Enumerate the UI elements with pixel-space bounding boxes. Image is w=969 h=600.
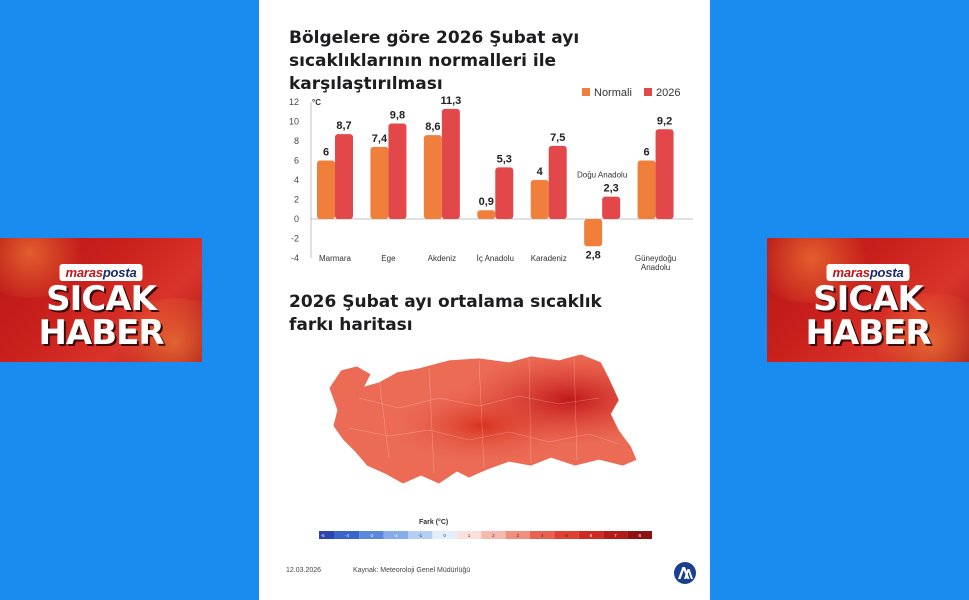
anadolu-agency-logo	[674, 562, 696, 584]
bar	[317, 160, 335, 219]
banner-word-sicak: SICAK	[46, 279, 157, 319]
scale-label: -5	[321, 533, 325, 538]
infographic-panel: Bölgelere göre 2026 Şubat ayı sıcaklıkla…	[259, 0, 710, 600]
scale-swatch	[481, 531, 506, 539]
data-label: 2,3	[603, 183, 618, 195]
y-unit-label: °C	[312, 98, 321, 107]
scale-label: -1	[418, 533, 422, 538]
bar	[335, 134, 353, 219]
scale-swatch	[554, 531, 579, 539]
category-label: İç Anadolu	[477, 254, 514, 263]
scale-swatch	[408, 531, 433, 539]
bar	[388, 123, 407, 219]
bar	[495, 167, 514, 219]
map-title-line2: farkı haritası	[289, 315, 413, 335]
scale-label: 8	[639, 533, 642, 538]
scale-label: 1	[468, 533, 471, 538]
footer-date: 12.03.2026	[286, 567, 322, 574]
scale-label: 7	[614, 533, 617, 538]
category-label: Karadeniz	[531, 254, 567, 263]
y-tick-label: 0	[294, 214, 299, 224]
chart-title-line1: Bölgelere göre 2026 Şubat ayı	[289, 28, 580, 48]
category-label: Ege	[381, 254, 396, 263]
data-label: 7,4	[372, 133, 388, 145]
scale-label: 2	[492, 533, 495, 538]
data-label: 0,9	[479, 196, 494, 208]
scale-swatch	[334, 531, 360, 539]
bar	[584, 219, 603, 247]
scale-label: -4	[345, 533, 349, 538]
bar-chart: 12 10 8 6 4 2 0 -2 -4 °C Normali 2026 6 8,7 Marmara 7,4…	[289, 87, 693, 272]
scale-swatch	[432, 531, 457, 539]
scale-label: -2	[394, 533, 398, 538]
data-label: 6	[644, 147, 650, 159]
data-label: 2,8	[585, 249, 600, 261]
scale-swatch	[578, 531, 604, 539]
left-banner: marasposta SICAK HABER	[0, 238, 202, 362]
bar	[602, 196, 621, 219]
data-label: 5,3	[497, 153, 512, 165]
banner-word-haber: HABER	[38, 313, 164, 353]
legend-swatch	[644, 88, 652, 96]
brand-logo: marasposta	[59, 264, 143, 281]
data-label: 6	[323, 147, 329, 159]
scale-swatch	[505, 531, 530, 539]
data-label: 9,2	[657, 115, 672, 127]
y-tick-label: -2	[291, 234, 299, 244]
legend-swatch	[582, 88, 590, 96]
bar	[530, 180, 549, 219]
y-tick-label: -4	[291, 253, 299, 263]
category-label: Doğu Anadolu	[577, 171, 627, 180]
y-tick-label: 2	[294, 195, 299, 205]
data-label: 9,8	[390, 109, 405, 121]
scale-swatch	[319, 531, 335, 539]
scale-label: 5	[565, 533, 568, 538]
y-tick-label: 8	[294, 136, 299, 146]
bar	[548, 145, 567, 219]
scale-label: 4	[541, 533, 544, 538]
legend-label: 2026	[656, 87, 680, 99]
bar	[441, 108, 460, 219]
y-tick-label: 4	[294, 175, 299, 185]
data-label: 4	[537, 166, 544, 178]
data-label: 11,3	[440, 95, 461, 107]
scale-label: 6	[590, 533, 593, 538]
data-label: 7,5	[550, 132, 565, 144]
scale-label: 3	[517, 533, 520, 538]
banner-word-haber: HABER	[805, 313, 931, 353]
scale-label: 0	[443, 533, 446, 538]
right-banner: marasposta SICAK HABER	[767, 238, 969, 362]
banner-word-sicak: SICAK	[813, 279, 924, 319]
bar	[637, 160, 656, 219]
scale-swatch	[359, 531, 384, 539]
category-label: Marmara	[319, 254, 352, 263]
map-legend-title: Fark (°C)	[419, 518, 448, 526]
bar	[423, 135, 442, 219]
y-tick-label: 6	[294, 156, 299, 166]
category-label: Akdeniz	[428, 254, 456, 263]
scale-label: -3	[369, 533, 373, 538]
data-label: 8,7	[336, 120, 351, 132]
y-tick-label: 10	[289, 117, 299, 127]
category-label: Güneydoğu Anadolu	[635, 254, 676, 272]
y-tick-label: 12	[289, 97, 299, 107]
scale-swatch	[603, 531, 628, 539]
scale-swatch	[627, 531, 652, 539]
data-label: 8,6	[425, 121, 440, 133]
chart-title-line2: sıcaklıklarının normalleri ile karşılaşt…	[289, 51, 557, 94]
legend-label: Normali	[594, 87, 632, 99]
map-title-line1: 2026 Şubat ayı ortalama sıcaklık	[289, 292, 602, 312]
bar	[370, 146, 389, 219]
footer-source: Kaynak: Meteoroloji Genel Müdürlüğü	[353, 567, 471, 574]
bar	[655, 129, 674, 219]
scale-swatch	[530, 531, 555, 539]
scale-swatch	[456, 531, 482, 539]
scale-swatch	[383, 531, 408, 539]
brand-logo: marasposta	[826, 264, 910, 281]
bar	[477, 210, 496, 219]
